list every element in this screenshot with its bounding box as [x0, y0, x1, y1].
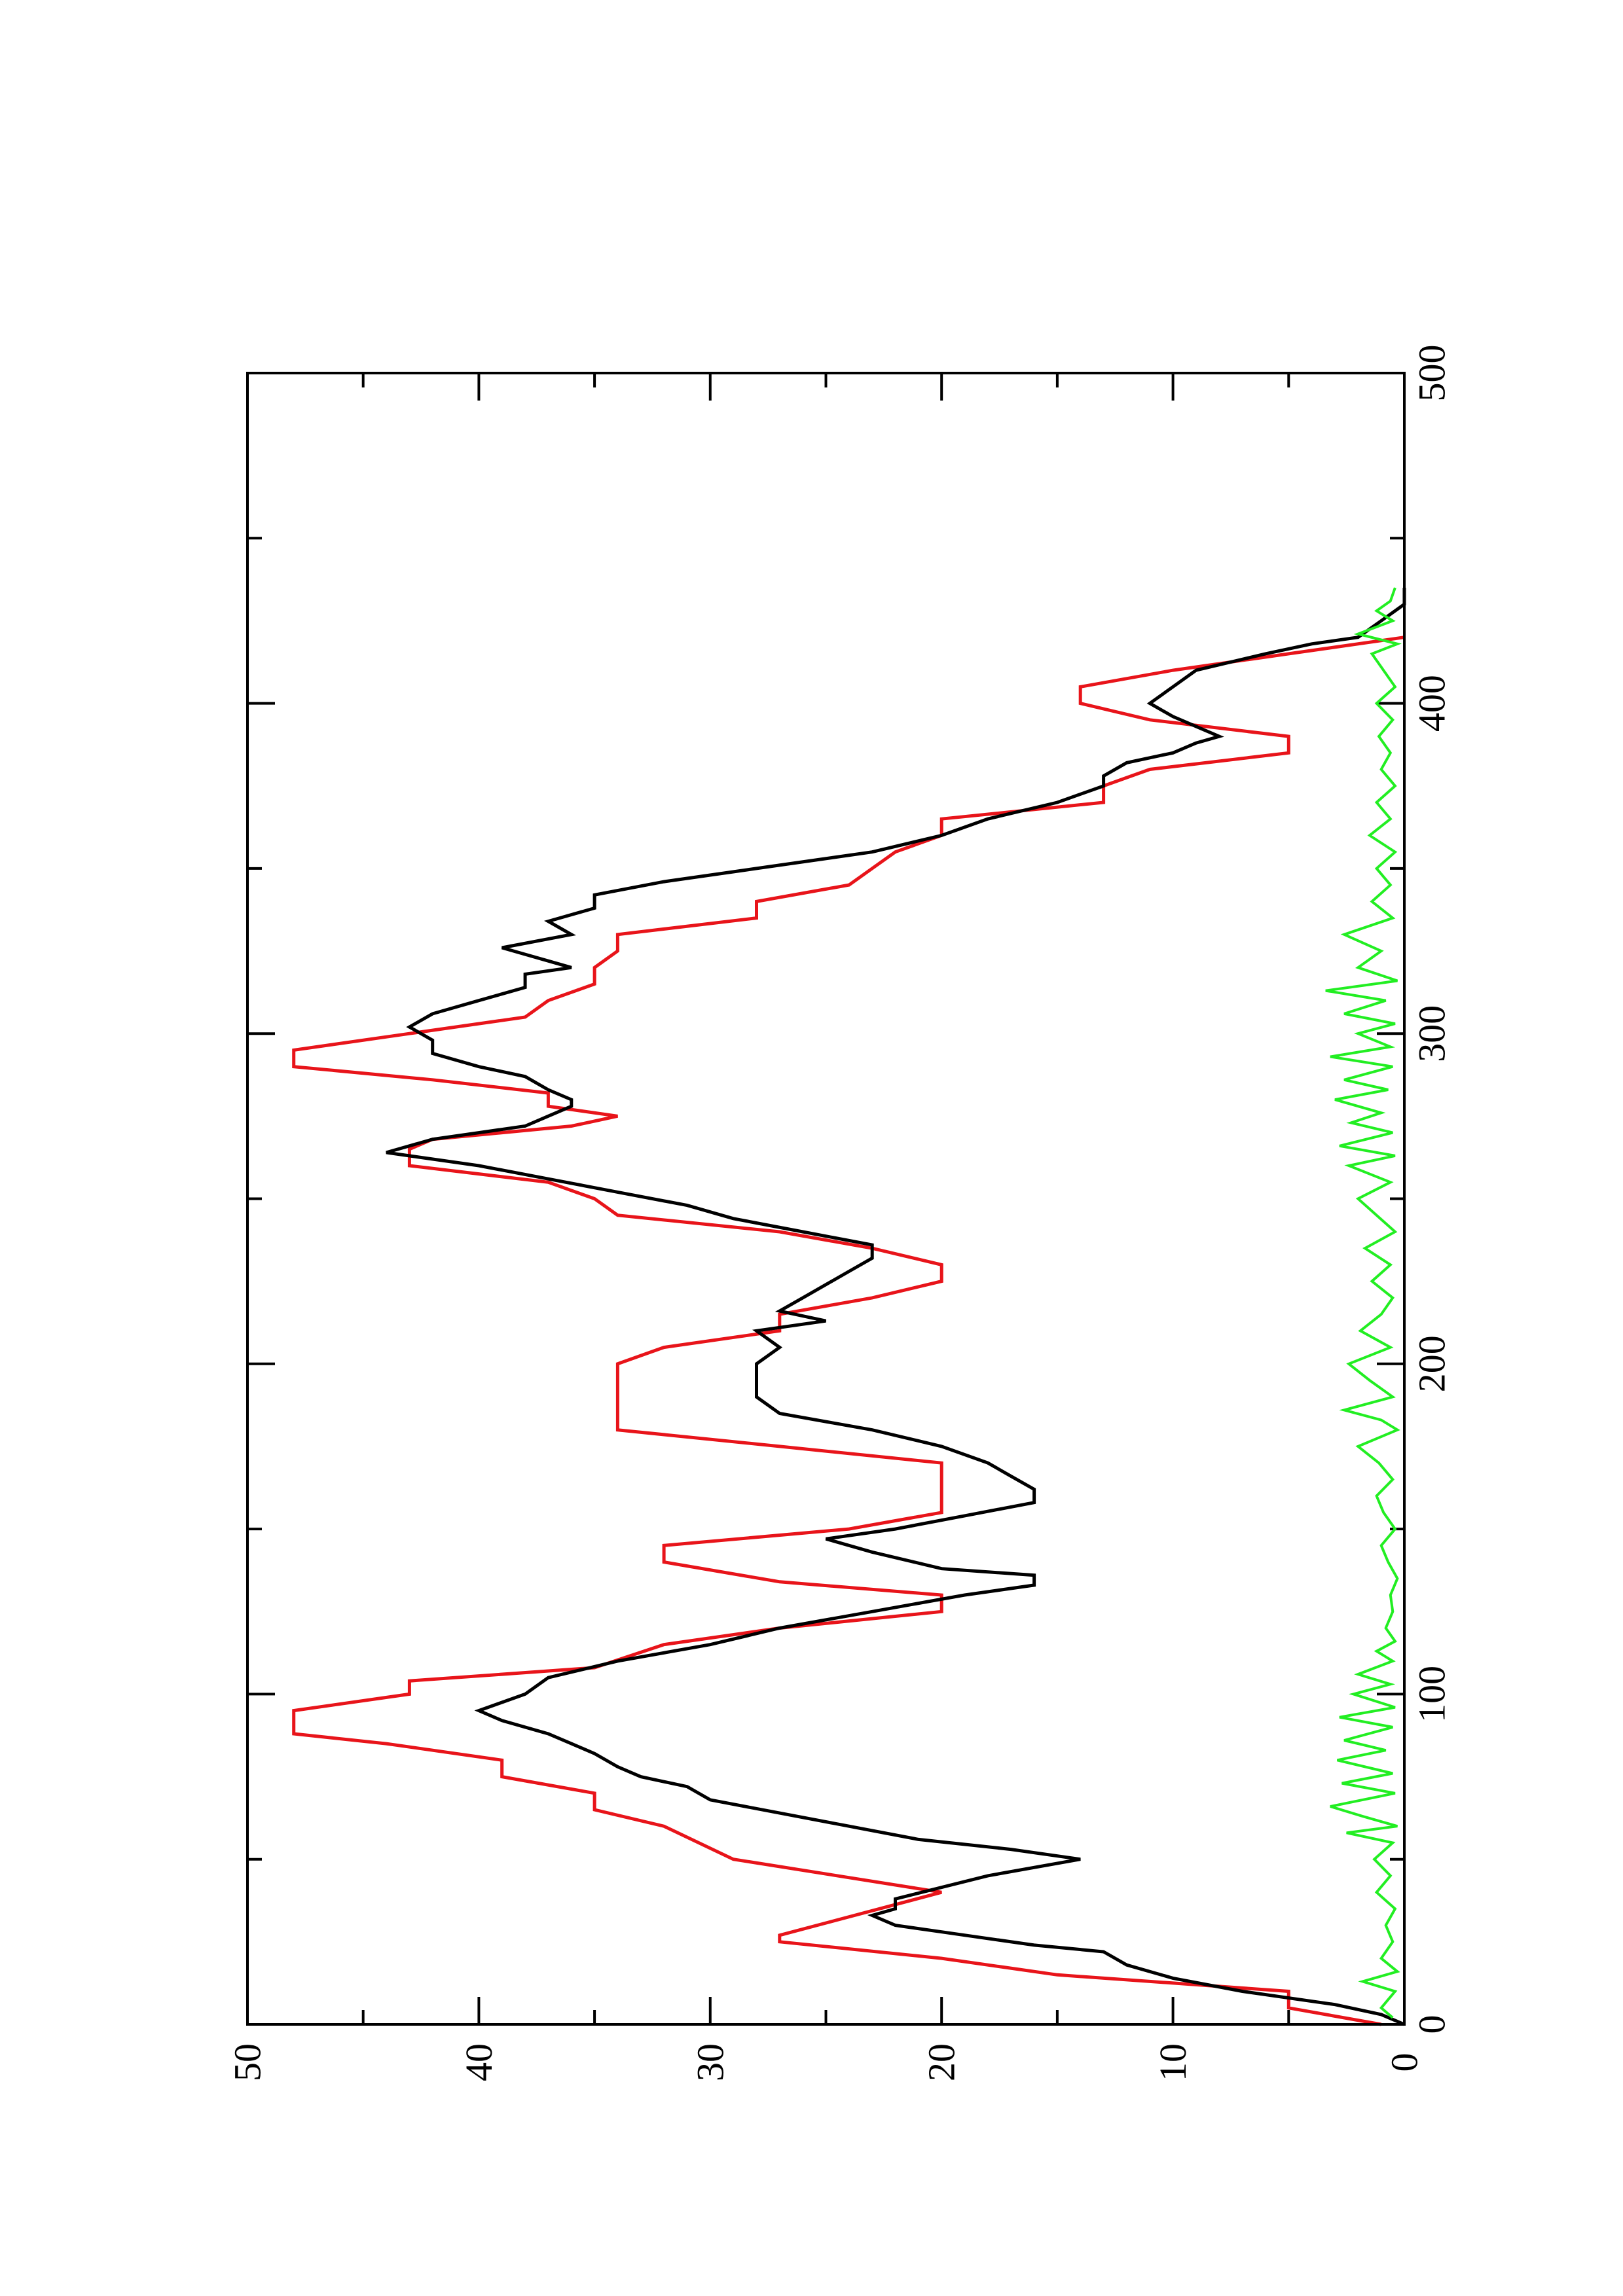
x-tick-label: 400: [1411, 675, 1453, 732]
y-tick-label: 0: [1383, 2053, 1426, 2072]
x-tick-label: 300: [1411, 1005, 1453, 1062]
y-tick-label: 30: [689, 2043, 731, 2081]
major-ticks: [246, 372, 1406, 2026]
y-tick-label: 50: [227, 2043, 269, 2081]
series-line-3: [1325, 587, 1402, 2019]
series-line-2: [386, 588, 1406, 2026]
y-tick-label: 40: [458, 2043, 500, 2081]
y-tick-label: 10: [1152, 2043, 1194, 2081]
y-tick-labels: 0 10 20 30 40 50: [227, 2043, 1426, 2081]
x-tick-label: 0: [1411, 2015, 1453, 2034]
x-tick-labels: 0 100 200 300 400 500: [1411, 345, 1453, 2034]
x-tick-label: 500: [1411, 345, 1453, 402]
series-layer: [292, 587, 1406, 2026]
x-tick-label: 100: [1411, 1666, 1453, 1723]
series-line-1: [292, 636, 1405, 2026]
y-tick-label: 20: [921, 2043, 963, 2081]
minor-ticks: [247, 373, 1404, 2024]
x-tick-label: 200: [1411, 1335, 1453, 1392]
plot-frame: [246, 372, 1406, 2026]
